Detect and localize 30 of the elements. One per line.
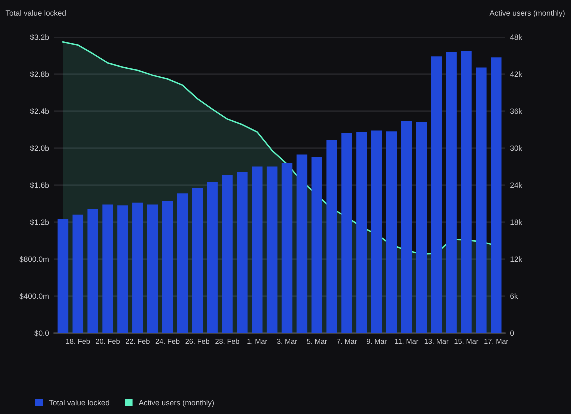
- bar: [446, 52, 457, 334]
- bar: [177, 194, 188, 334]
- bar: [237, 172, 248, 334]
- bar: [312, 158, 323, 334]
- bar: [386, 132, 398, 334]
- bar: [192, 188, 204, 334]
- bar: [147, 204, 158, 334]
- bar: [490, 58, 502, 334]
- bar: [72, 214, 84, 334]
- bar: [58, 219, 69, 334]
- bar: [222, 175, 233, 334]
- bar: [132, 202, 144, 334]
- bar: [296, 154, 308, 334]
- bar: [266, 166, 278, 334]
- bar: [431, 56, 442, 334]
- bar: [461, 51, 472, 334]
- bar: [342, 133, 352, 334]
- bar: [282, 163, 293, 334]
- bar: [207, 182, 218, 334]
- bar: [416, 122, 428, 334]
- bar: [252, 166, 263, 334]
- bar: [326, 140, 338, 334]
- bar: [88, 209, 98, 334]
- bar: [476, 68, 487, 334]
- bar: [162, 200, 174, 334]
- bar: [356, 132, 368, 334]
- bar: [372, 130, 382, 334]
- bar: [102, 204, 114, 334]
- bar: [401, 121, 412, 334]
- bar: [118, 206, 128, 334]
